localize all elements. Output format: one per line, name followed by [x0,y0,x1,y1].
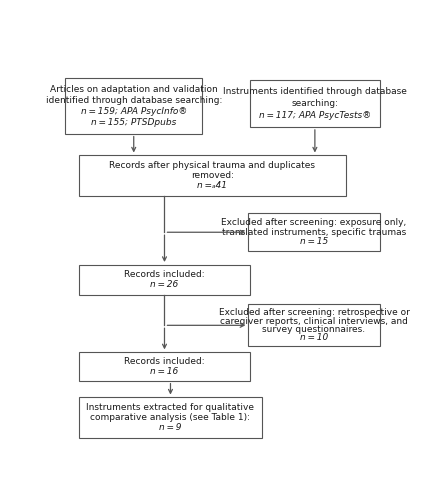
Text: Instruments identified through database: Instruments identified through database [223,88,407,96]
Bar [248,304,380,346]
Bar [79,398,262,438]
Text: comparative analysis (see Table 1):: comparative analysis (see Table 1): [90,413,250,422]
Text: n =ₐ41: n =ₐ41 [197,181,228,190]
Text: n = 10: n = 10 [300,334,328,342]
Text: removed:: removed: [191,171,234,180]
Text: translated instruments, specific traumas: translated instruments, specific traumas [222,228,406,236]
Bar [248,213,380,252]
Text: n = 26: n = 26 [150,280,179,289]
Text: n = 16: n = 16 [150,366,179,376]
Text: searching:: searching: [292,99,338,108]
Text: n = 9: n = 9 [159,423,182,432]
Text: Instruments extracted for qualitative: Instruments extracted for qualitative [86,403,254,412]
Text: identified through database searching:: identified through database searching: [45,96,222,105]
Bar [65,78,202,134]
Text: Excluded after screening: exposure only,: Excluded after screening: exposure only, [221,218,407,227]
Bar [79,156,346,196]
Text: caregiver reports, clinical interviews, and: caregiver reports, clinical interviews, … [220,316,408,326]
Text: n = 117; APA PsycTests®: n = 117; APA PsycTests® [259,110,371,120]
Text: survey questionnaires.: survey questionnaires. [262,325,366,334]
Bar [250,80,380,127]
Text: n = 155; PTSDpubs: n = 155; PTSDpubs [91,118,176,127]
Bar [79,265,250,295]
Bar [79,352,250,380]
Text: Excluded after screening: retrospective or: Excluded after screening: retrospective … [219,308,409,318]
Text: n = 15: n = 15 [300,238,328,246]
Text: n = 159; APA PsycInfo®: n = 159; APA PsycInfo® [81,107,187,116]
Text: Records included:: Records included: [124,358,205,366]
Text: Records included:: Records included: [124,270,205,280]
Text: Articles on adaptation and validation: Articles on adaptation and validation [50,85,217,94]
Text: Records after physical trauma and duplicates: Records after physical trauma and duplic… [109,161,315,170]
